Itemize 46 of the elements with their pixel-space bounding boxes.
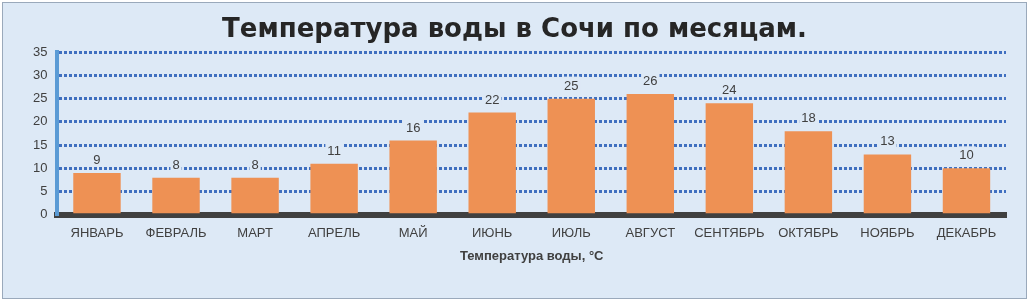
y-tick-label: 20 — [32, 113, 48, 129]
x-tick-label: ОКТЯБРЬ — [778, 225, 839, 241]
data-label: 25 — [564, 77, 579, 93]
x-tick-label: НОЯБРЬ — [860, 225, 915, 241]
y-tick-label: 25 — [32, 90, 48, 106]
data-label: 13 — [880, 133, 895, 149]
x-tick-label: АВГУСТ — [625, 225, 676, 241]
bar — [942, 168, 991, 214]
data-label: 18 — [801, 110, 816, 126]
data-label: 11 — [327, 142, 341, 158]
bar — [863, 154, 912, 214]
data-label: 10 — [959, 147, 974, 163]
data-label: 8 — [172, 156, 180, 172]
bar — [705, 103, 754, 214]
bar — [468, 112, 516, 214]
bar — [231, 177, 279, 214]
y-tick-label: 15 — [32, 136, 48, 152]
chart-title: Температура воды в Сочи по месяцам. — [222, 13, 807, 44]
y-tick-label: 5 — [40, 183, 48, 199]
y-tick-label: 30 — [32, 67, 48, 83]
data-label: 22 — [484, 91, 500, 107]
y-tick-label: 10 — [32, 159, 48, 175]
x-axis-title: Температура воды, °C — [459, 247, 605, 263]
bar — [152, 177, 200, 214]
x-tick-label: МАЙ — [398, 225, 428, 241]
bar — [626, 94, 675, 214]
x-tick-label: МАРТ — [237, 225, 273, 241]
y-tick-label: 35 — [32, 43, 48, 59]
bar — [310, 163, 358, 214]
data-label: 16 — [405, 119, 421, 135]
y-tick-label: 0 — [40, 206, 48, 222]
x-tick-label: ФЕВРАЛЬ — [145, 225, 207, 241]
x-tick-label: АПРЕЛЬ — [307, 225, 361, 241]
x-tick-label: СЕНТЯБРЬ — [694, 225, 765, 241]
bar — [784, 131, 833, 214]
x-tick-label: ДЕКАБРЬ — [936, 225, 997, 241]
data-label: 9 — [93, 152, 101, 168]
bar — [389, 140, 437, 214]
x-tick-label: ИЮЛЬ — [551, 225, 591, 241]
x-tick-label: ЯНВАРЬ — [70, 225, 124, 241]
data-label: 24 — [722, 82, 737, 98]
bar — [73, 172, 121, 214]
bar — [547, 98, 595, 214]
x-tick-label: ИЮНЬ — [472, 225, 513, 241]
data-label: 8 — [251, 156, 259, 172]
data-label: 26 — [643, 73, 658, 89]
